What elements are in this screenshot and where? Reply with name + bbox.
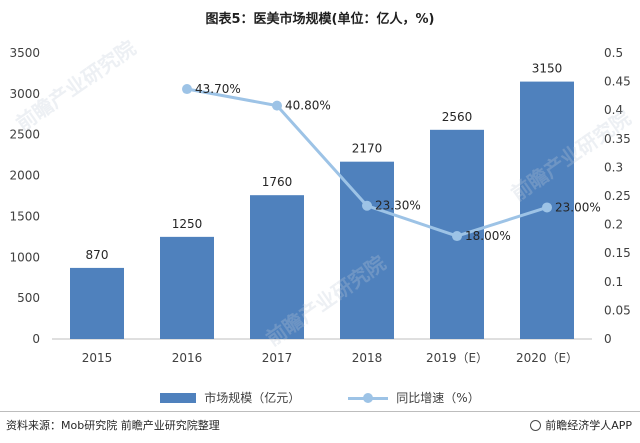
brand: 前瞻经济学人APP [530, 417, 632, 433]
y-right-tick-label: 0.35 [604, 132, 631, 146]
growth-value-label: 18.00% [465, 229, 511, 243]
legend-item-bar: 市场规模（亿元） [160, 389, 300, 406]
growth-value-label: 43.70% [195, 82, 241, 96]
footer: 资料来源：Mob研究院 前瞻产业研究院整理 前瞻经济学人APP [0, 417, 640, 437]
x-tick-label: 2019（E） [426, 351, 488, 365]
bar-value-label: 2170 [352, 142, 383, 156]
x-tick-label: 2018 [352, 351, 383, 365]
x-tick-label: 2020（E） [516, 351, 578, 365]
y-right-tick-label: 0.25 [604, 189, 631, 203]
growth-value-label: 23.30% [375, 199, 421, 213]
y-right-tick-label: 0.15 [604, 246, 631, 260]
bar-value-label: 1250 [172, 217, 203, 231]
y-right-tick-label: 0.1 [604, 275, 623, 289]
legend: 市场规模（亿元） 同比增速（%） [0, 389, 640, 406]
combo-chart: 0 500 1000 1500 2000 2500 3000 3500 0 0.05 0.1 0.15… [9, 46, 631, 365]
y-right-tick-label: 0.4 [604, 103, 623, 117]
growth-point [182, 84, 192, 95]
bar-value-label: 1760 [262, 175, 293, 189]
growth-value-label: 40.80% [285, 99, 331, 113]
y-left-tick-label: 1000 [9, 250, 40, 264]
x-tick-label: 2017 [262, 351, 293, 365]
y-right-tick-label: 0.05 [604, 303, 631, 317]
bar [70, 267, 124, 339]
y-right-tick-label: 0.5 [604, 46, 623, 60]
bar-value-label: 870 [86, 248, 109, 262]
bar [340, 161, 394, 339]
source-note: 资料来源：Mob研究院 前瞻产业研究院整理 [6, 419, 220, 432]
y-left-tick-label: 500 [17, 291, 40, 305]
y-left-tick-label: 3500 [9, 46, 40, 60]
x-tick-label: 2016 [172, 351, 203, 365]
bar-value-label: 3150 [532, 62, 563, 76]
y-left-tick-label: 3000 [9, 87, 40, 101]
y-left-tick-label: 2000 [9, 169, 40, 183]
growth-point [452, 231, 462, 242]
footer-divider [0, 411, 640, 412]
bar-value-label: 2560 [442, 110, 473, 124]
legend-item-line: 同比增速（%） [348, 389, 480, 406]
brand-logo-icon [530, 419, 542, 431]
bar [160, 236, 214, 339]
growth-point [362, 200, 372, 211]
y-right-tick-label: 0.2 [604, 218, 623, 232]
chart-title: 图表5：医美市场规模(单位：亿人，%) [205, 12, 435, 27]
y-right-tick-label: 0 [604, 332, 612, 346]
bar [250, 195, 304, 339]
legend-bar-swatch [160, 392, 197, 403]
legend-bar-label: 市场规模（亿元） [204, 391, 301, 405]
x-tick-label: 2015 [82, 351, 113, 365]
growth-value-label: 23.00% [555, 200, 601, 214]
y-left-tick-label: 0 [32, 332, 40, 346]
legend-line-label: 同比增速（%） [396, 391, 480, 405]
y-left-tick-label: 1500 [9, 209, 40, 223]
y-left-tick-label: 2500 [9, 128, 40, 142]
y-right-tick-label: 0.3 [604, 160, 623, 174]
growth-point [542, 202, 552, 213]
brand-name: 前瞻经济学人APP [545, 419, 632, 432]
y-right-tick-label: 0.45 [604, 75, 631, 89]
legend-line-swatch [348, 392, 389, 403]
growth-point [272, 100, 282, 111]
